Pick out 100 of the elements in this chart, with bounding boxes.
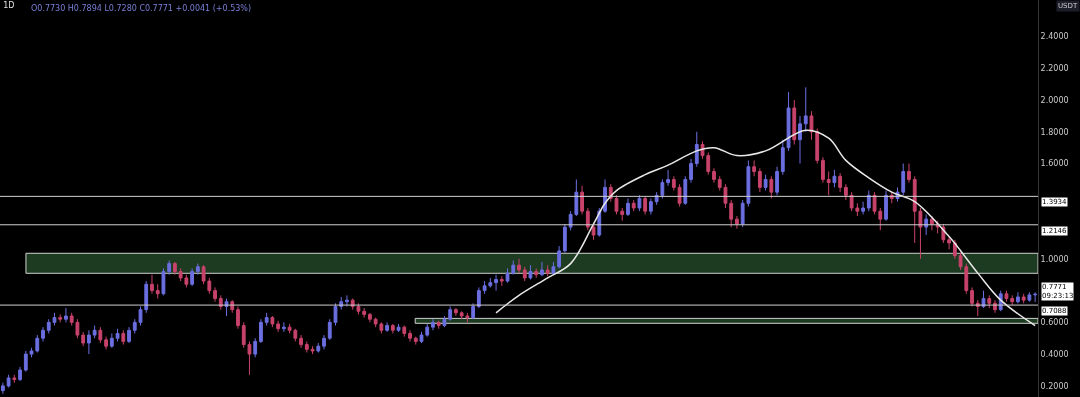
candlestick: [924, 213, 929, 236]
candlestick: [236, 305, 240, 330]
candlestick: [907, 163, 911, 184]
candlestick: [815, 128, 820, 165]
candlestick: [643, 196, 648, 215]
candlestick: [752, 159, 757, 177]
y-tick-label: 1.8000: [1040, 127, 1069, 137]
candlestick: [694, 131, 699, 168]
candlestick: [545, 264, 550, 277]
candlestick: [322, 334, 326, 350]
candlestick: [276, 320, 281, 333]
candlestick: [803, 86, 808, 133]
candlestick: [769, 175, 774, 199]
candlestick: [1021, 293, 1026, 304]
candlestick: [775, 166, 779, 196]
annotation: O0.7730 H0.7894 L0.7280 C0.7771 +0.0041 (+0.53%): [31, 4, 252, 13]
candlestick: [866, 190, 871, 212]
candlestick: [666, 169, 671, 187]
candlestick: [585, 207, 590, 231]
y-tick-label: 0.6000: [1040, 318, 1069, 328]
candlestick: [115, 328, 120, 342]
candlestick: [195, 263, 200, 276]
candlestick: [522, 266, 527, 282]
candlestick: [494, 274, 498, 292]
candlestick: [528, 264, 533, 280]
candlestick: [821, 156, 825, 184]
candlestick: [540, 261, 544, 277]
candlestick: [884, 190, 888, 222]
y-tick-label: 0.4000: [1040, 349, 1069, 359]
candlestick: [58, 313, 63, 323]
candlestick: [562, 223, 567, 253]
candlestick: [104, 336, 108, 350]
y-tick-label: 2.2000: [1040, 64, 1069, 74]
candlestick: [649, 198, 653, 215]
candlestick: [683, 175, 688, 206]
candlestick: [499, 275, 504, 287]
candlestick: [316, 342, 321, 354]
candlestick: [402, 325, 407, 338]
line-series: [495, 129, 1036, 327]
candlestick: [390, 323, 395, 334]
candlestick: [12, 374, 17, 384]
candlestick: [281, 321, 286, 333]
candlestick: [763, 174, 768, 192]
candlestick: [534, 267, 539, 279]
candlestick: [81, 331, 86, 347]
candlestick: [64, 307, 68, 323]
candlestick: [637, 194, 642, 212]
candlestick: [557, 245, 562, 269]
candlestick: [631, 199, 636, 212]
candlestick: [436, 320, 441, 330]
candlestick: [367, 312, 372, 323]
candlestick: [861, 201, 865, 215]
y-tick-label: 1.0000: [1040, 254, 1069, 264]
candlestick: [591, 223, 596, 241]
candlestick: [190, 267, 195, 287]
candlestick: [580, 185, 584, 215]
candlestick: [454, 307, 458, 317]
candlestick: [930, 215, 934, 231]
candlestick: [6, 374, 11, 388]
candlestick: [98, 326, 103, 344]
candlestick: [385, 321, 389, 333]
candlestick: [798, 115, 802, 165]
candlestick: [0, 382, 5, 395]
candlestick: [396, 323, 401, 333]
candlestick: [551, 261, 556, 276]
candlestick: [86, 329, 91, 355]
candlestick: [987, 294, 992, 309]
candlestick: [970, 286, 974, 307]
candlestick: [626, 198, 630, 217]
candlestick: [270, 315, 275, 328]
candlestick: [735, 215, 739, 230]
candlestick: [259, 318, 263, 344]
y-tick-label: 2.4000: [1040, 32, 1069, 42]
candlestick: [792, 99, 797, 146]
candlestick: [18, 366, 22, 382]
candlestick: [809, 110, 814, 141]
candlestick: [213, 286, 217, 303]
candlestick: [689, 158, 693, 184]
candlestick: [127, 326, 131, 344]
y-tick-label: 2.0000: [1040, 95, 1069, 105]
candlestick: [843, 183, 848, 201]
candlestick: [253, 337, 258, 358]
candlestick: [671, 175, 676, 192]
candlestick: [173, 261, 177, 276]
candlestick: [345, 294, 349, 307]
candlestick: [1027, 291, 1032, 303]
candlestick: [299, 334, 303, 349]
candlestick: [1033, 291, 1038, 303]
candlestick: [109, 332, 114, 349]
candlestick: [517, 258, 521, 274]
candlestick: [155, 283, 160, 300]
candlestick: [408, 329, 412, 342]
candlestick: [362, 307, 367, 319]
chart-title: 1D: [3, 0, 15, 10]
candlestick: [41, 326, 45, 342]
candlestick: [431, 318, 435, 331]
candlestick: [832, 169, 837, 188]
candlestick: [826, 171, 831, 196]
candlestick: [1016, 291, 1020, 304]
y-tick-label: 1.6000: [1040, 159, 1069, 169]
